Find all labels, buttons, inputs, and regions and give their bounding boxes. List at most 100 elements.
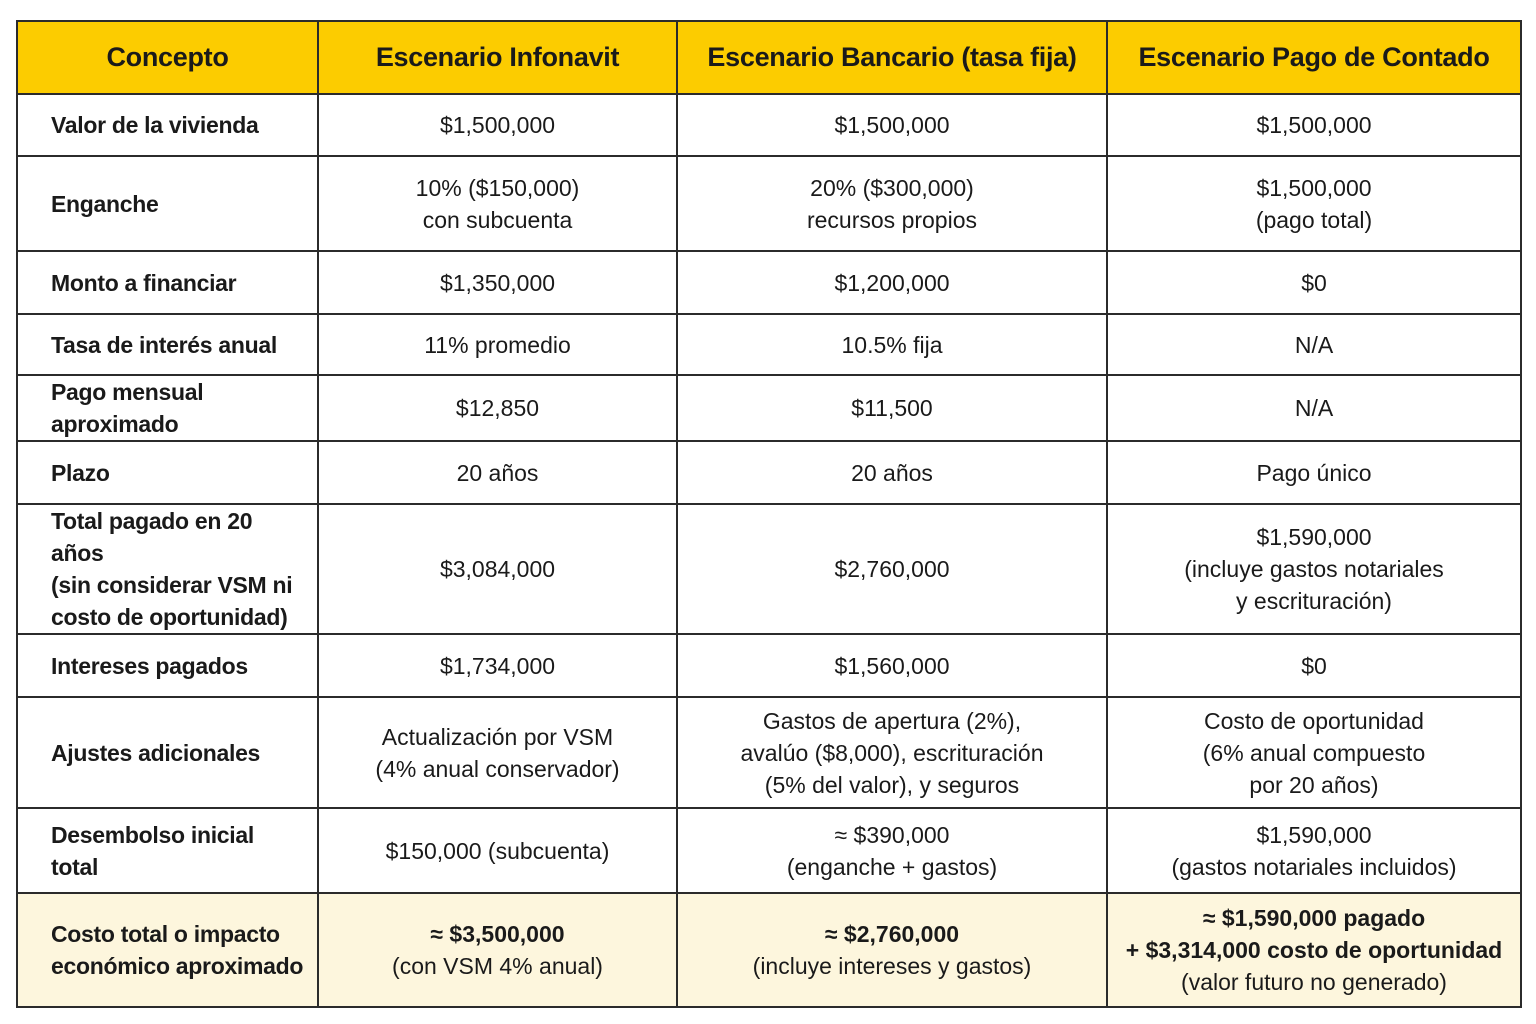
table-row: Desembolso inicial total $150,000 (subcue…	[16, 807, 1522, 894]
cell-contado: Pago único	[1106, 440, 1522, 505]
table-row: Intereses pagados $1,734,000 $1,560,000 $0	[16, 633, 1522, 698]
cell-concepto: Pago mensual aproximado	[16, 374, 319, 442]
cell-line: Pago mensual aproximado	[51, 379, 204, 437]
cell-line: $2,760,000	[834, 556, 950, 582]
cell-bancario: $1,200,000	[676, 250, 1108, 315]
cell-bancario: $2,760,000	[676, 503, 1108, 635]
header-infonavit: Escenario Infonavit	[317, 20, 678, 95]
cell-bancario: ≈ $390,000 (enganche + gastos)	[676, 807, 1108, 894]
cell-line: $1,500,000	[1256, 112, 1372, 138]
cell-line: $1,200,000	[834, 269, 950, 296]
table-row: Ajustes adicionales Actualización por VSM…	[16, 696, 1522, 809]
summary-cell-infonavit: ≈ $3,500,000 (con VSM 4% anual)	[317, 892, 678, 1008]
cell-line: avalúo ($8,000), escrituración	[740, 739, 1044, 766]
summary-row: Costo total o impacto económico aproximad…	[16, 892, 1522, 1008]
cell-line: 10.5% fija	[841, 331, 943, 358]
table-row: Monto a financiar $1,350,000 $1,200,000 $0	[16, 250, 1522, 315]
cell-infonavit: $150,000 (subcuenta)	[317, 807, 678, 894]
cell-line: Total pagado en 20 años	[51, 508, 253, 566]
header-bancario: Escenario Bancario (tasa fija)	[676, 20, 1108, 95]
table-row: Enganche 10% ($150,000) con subcuenta 20% (…	[16, 155, 1522, 252]
cell-contado: $0	[1106, 250, 1522, 315]
cell-line-strong: ≈ $1,590,000 pagado	[1202, 905, 1426, 931]
cell-infonavit: 20 años	[317, 440, 678, 505]
header-row: Concepto Escenario Infonavit Escenario B…	[16, 20, 1522, 95]
cell-line: $1,500,000	[439, 112, 556, 138]
cell-contado: N/A	[1106, 313, 1522, 376]
cell-concepto: Tasa de interés anual	[16, 313, 319, 376]
cell-bancario: $1,500,000	[676, 93, 1108, 157]
cell-line: Valor de la vivienda	[51, 112, 259, 138]
cell-concepto: Total pagado en 20 años (sin considerar V…	[16, 503, 319, 635]
cell-line: y escrituración)	[1236, 588, 1392, 614]
cell-bancario: 10.5% fija	[676, 313, 1108, 376]
cell-line: Intereses pagados	[51, 652, 248, 679]
cell-contado: $1,500,000 (pago total)	[1106, 155, 1522, 252]
cell-line: $12,850	[455, 395, 540, 421]
cell-bancario: $11,500	[676, 374, 1108, 442]
cell-bancario: 20% ($300,000) recursos propios	[676, 155, 1108, 252]
cell-line: (6% anual compuesto	[1202, 739, 1426, 766]
cell-bancario: $1,560,000	[676, 633, 1108, 698]
cell-contado: $1,590,000 (incluye gastos notariales y es…	[1106, 503, 1522, 635]
cell-line: $0	[1301, 652, 1327, 679]
cell-line: Costo de oportunidad	[1204, 707, 1424, 734]
cell-infonavit: $1,500,000	[317, 93, 678, 157]
cell-line: 20 años	[851, 459, 933, 486]
cell-line: $1,590,000	[1256, 821, 1372, 848]
cell-line: por 20 años)	[1249, 771, 1379, 798]
cell-line: recursos propios	[806, 206, 978, 233]
header-contado: Escenario Pago de Contado	[1106, 20, 1522, 95]
cell-infonavit: $3,084,000	[317, 503, 678, 635]
cell-line: Monto a financiar	[51, 269, 237, 296]
cell-line: (incluye intereses y gastos)	[752, 953, 1032, 979]
cell-infonavit: 11% promedio	[317, 313, 678, 376]
cell-infonavit: $1,350,000	[317, 250, 678, 315]
cell-line: $1,500,000	[834, 112, 950, 138]
cell-line: $1,500,000	[1256, 174, 1372, 201]
cell-line: ≈ $390,000	[834, 821, 950, 848]
cell-line: (valor futuro no generado)	[1181, 969, 1447, 995]
cell-line: $1,734,000	[439, 652, 556, 679]
cell-infonavit: Actualización por VSM (4% anual conservad…	[317, 696, 678, 809]
cell-line: $1,560,000	[834, 652, 950, 679]
cell-contado: Costo de oportunidad (6% anual compuesto p…	[1106, 696, 1522, 809]
cell-line: económico aproximado	[51, 953, 304, 979]
table-row: Tasa de interés anual 11% promedio 10.5% f…	[16, 313, 1522, 376]
cell-line-strong: + $3,314,000 costo de oportunidad	[1125, 937, 1503, 963]
cell-line: (sin considerar VSM ni	[51, 572, 293, 598]
cell-line: $3,084,000	[439, 556, 556, 582]
cell-infonavit: 10% ($150,000) con subcuenta	[317, 155, 678, 252]
cell-line: (con VSM 4% anual)	[392, 953, 603, 979]
cell-concepto: Ajustes adicionales	[16, 696, 319, 809]
cell-bancario: Gastos de apertura (2%), avalúo ($8,000),…	[676, 696, 1108, 809]
cell-contado: $1,590,000 (gastos notariales incluidos)	[1106, 807, 1522, 894]
cell-contado: $0	[1106, 633, 1522, 698]
cell-line: Enganche	[51, 190, 159, 217]
cell-line: (5% del valor), y seguros	[764, 771, 1020, 798]
cell-line: Tasa de interés anual	[51, 331, 277, 358]
cell-line-strong: ≈ $3,500,000	[430, 921, 565, 947]
cell-line: (gastos notariales incluidos)	[1171, 853, 1457, 880]
cell-line: Actualización por VSM	[381, 723, 614, 750]
cell-line: Ajustes adicionales	[51, 739, 261, 766]
summary-cell-bancario: ≈ $2,760,000 (incluye intereses y gastos)	[676, 892, 1108, 1008]
cell-line: Costo total o impacto	[51, 921, 280, 947]
cell-line: (4% anual conservador)	[375, 755, 620, 782]
cell-line: con subcuenta	[422, 206, 573, 233]
cell-line: (enganche + gastos)	[786, 853, 998, 880]
cell-line: (incluye gastos notariales	[1184, 556, 1444, 582]
cell-line: Gastos de apertura (2%),	[762, 707, 1022, 734]
table-row: Plazo 20 años 20 años Pago único	[16, 440, 1522, 505]
cell-line: $1,350,000	[439, 269, 556, 296]
cell-contado: $1,500,000	[1106, 93, 1522, 157]
cell-line: costo de oportunidad)	[51, 604, 288, 630]
cell-line: Desembolso inicial total	[51, 821, 254, 880]
cell-infonavit: $1,734,000	[317, 633, 678, 698]
cell-line: $0	[1301, 269, 1327, 296]
cell-line: 10% ($150,000)	[415, 174, 580, 201]
cell-concepto: Desembolso inicial total	[16, 807, 319, 894]
cell-line: N/A	[1294, 331, 1334, 358]
cell-line: Plazo	[51, 459, 110, 486]
cell-line: $150,000 (subcuenta)	[385, 837, 610, 864]
